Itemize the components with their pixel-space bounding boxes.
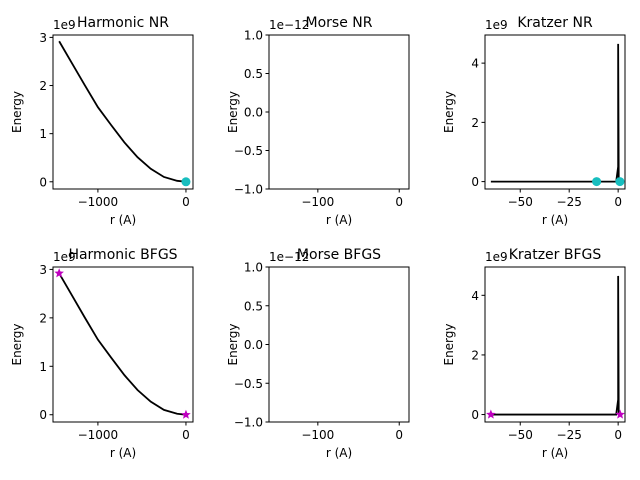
x-axis-label: r (A) [326, 446, 352, 460]
x-tick-label: −100 [301, 195, 334, 209]
y-tick-label: 0 [471, 408, 479, 422]
x-axis-label: r (A) [542, 213, 568, 227]
axes-frame [52, 34, 194, 190]
y-tick-label: 0.0 [244, 338, 263, 352]
y-tick-label: 3 [39, 263, 47, 277]
y-tick-label: 0 [39, 408, 47, 422]
y-offset-label: 1e9 [53, 18, 76, 32]
x-tick-label: −25 [557, 195, 582, 209]
y-tick-label: 2 [471, 348, 479, 362]
y-offset-label: 1e9 [53, 250, 76, 264]
y-axis-label: Energy [10, 323, 24, 365]
y-axis-label: Energy [442, 323, 456, 365]
y-axis-label: Energy [226, 323, 240, 365]
axes-frame [484, 266, 626, 423]
data-point-marker [592, 177, 602, 187]
y-tick-label: 0.5 [244, 299, 263, 313]
subplot-title: Kratzer BFGS [509, 247, 602, 263]
y-axis-label: Energy [226, 91, 240, 133]
subplot-title: Harmonic BFGS [68, 247, 177, 263]
data-point-star [54, 268, 64, 278]
subplot-2: −50 −25 0 0 2 4 Kratzer NR 1e9 r (A) Energy [442, 15, 626, 227]
axes-frame [268, 266, 410, 423]
y-offset-label: 1e−12 [269, 18, 309, 32]
subplot-title: Harmonic NR [77, 15, 169, 31]
y-tick-label: 0 [471, 175, 479, 189]
x-tick-label: −1000 [78, 428, 119, 442]
y-offset-label: 1e9 [485, 18, 508, 32]
x-tick-label: −25 [557, 428, 582, 442]
y-tick-label: 1 [39, 360, 47, 374]
x-axis-label: r (A) [110, 446, 136, 460]
y-tick-label: 1.0 [244, 29, 263, 43]
x-tick-label: 0 [182, 195, 190, 209]
series-line [58, 40, 187, 183]
y-tick-label: 0 [39, 175, 47, 189]
y-axis-label: Energy [442, 91, 456, 133]
y-tick-label: −0.5 [234, 144, 263, 158]
data-point-marker [615, 177, 625, 187]
y-tick-label: 0.5 [244, 67, 263, 81]
y-tick-label: 1.0 [244, 261, 263, 275]
data-point-marker [181, 177, 191, 187]
y-tick-label: −1.0 [234, 416, 263, 430]
x-tick-label: 0 [395, 195, 403, 209]
y-offset-label: 1e−12 [269, 250, 309, 264]
data-point-star [181, 409, 191, 419]
y-tick-label: 2 [471, 116, 479, 130]
x-tick-label: 0 [395, 428, 403, 442]
y-tick-label: −1.0 [234, 183, 263, 197]
axes-frame [268, 34, 410, 190]
x-axis-label: r (A) [542, 446, 568, 460]
x-tick-label: −50 [508, 195, 533, 209]
y-tick-label: 0.0 [244, 106, 263, 120]
series-line [490, 275, 621, 416]
x-tick-label: −100 [301, 428, 334, 442]
axes-frame [52, 266, 194, 423]
subplot-title: Morse BFGS [297, 247, 381, 263]
series-line [490, 43, 621, 183]
data-point-star [615, 409, 625, 419]
y-tick-label: 4 [471, 57, 479, 71]
x-axis-label: r (A) [110, 213, 136, 227]
x-tick-label: 0 [182, 428, 190, 442]
x-tick-label: −50 [508, 428, 533, 442]
x-tick-label: −1000 [78, 195, 119, 209]
axes-frame [484, 34, 626, 190]
y-tick-label: 2 [39, 79, 47, 93]
y-tick-label: 3 [39, 31, 47, 45]
x-tick-label: 0 [614, 195, 622, 209]
x-axis-label: r (A) [326, 213, 352, 227]
x-tick-label: 0 [614, 428, 622, 442]
data-point-star [486, 409, 496, 419]
y-tick-label: −0.5 [234, 377, 263, 391]
y-axis-label: Energy [10, 91, 24, 133]
y-tick-label: 1 [39, 127, 47, 141]
series-line [58, 272, 187, 416]
y-offset-label: 1e9 [485, 250, 508, 264]
y-tick-label: 4 [471, 289, 479, 303]
y-tick-label: 2 [39, 311, 47, 325]
subplot-title: Kratzer NR [517, 15, 593, 31]
subplot-title: Morse NR [306, 15, 373, 31]
